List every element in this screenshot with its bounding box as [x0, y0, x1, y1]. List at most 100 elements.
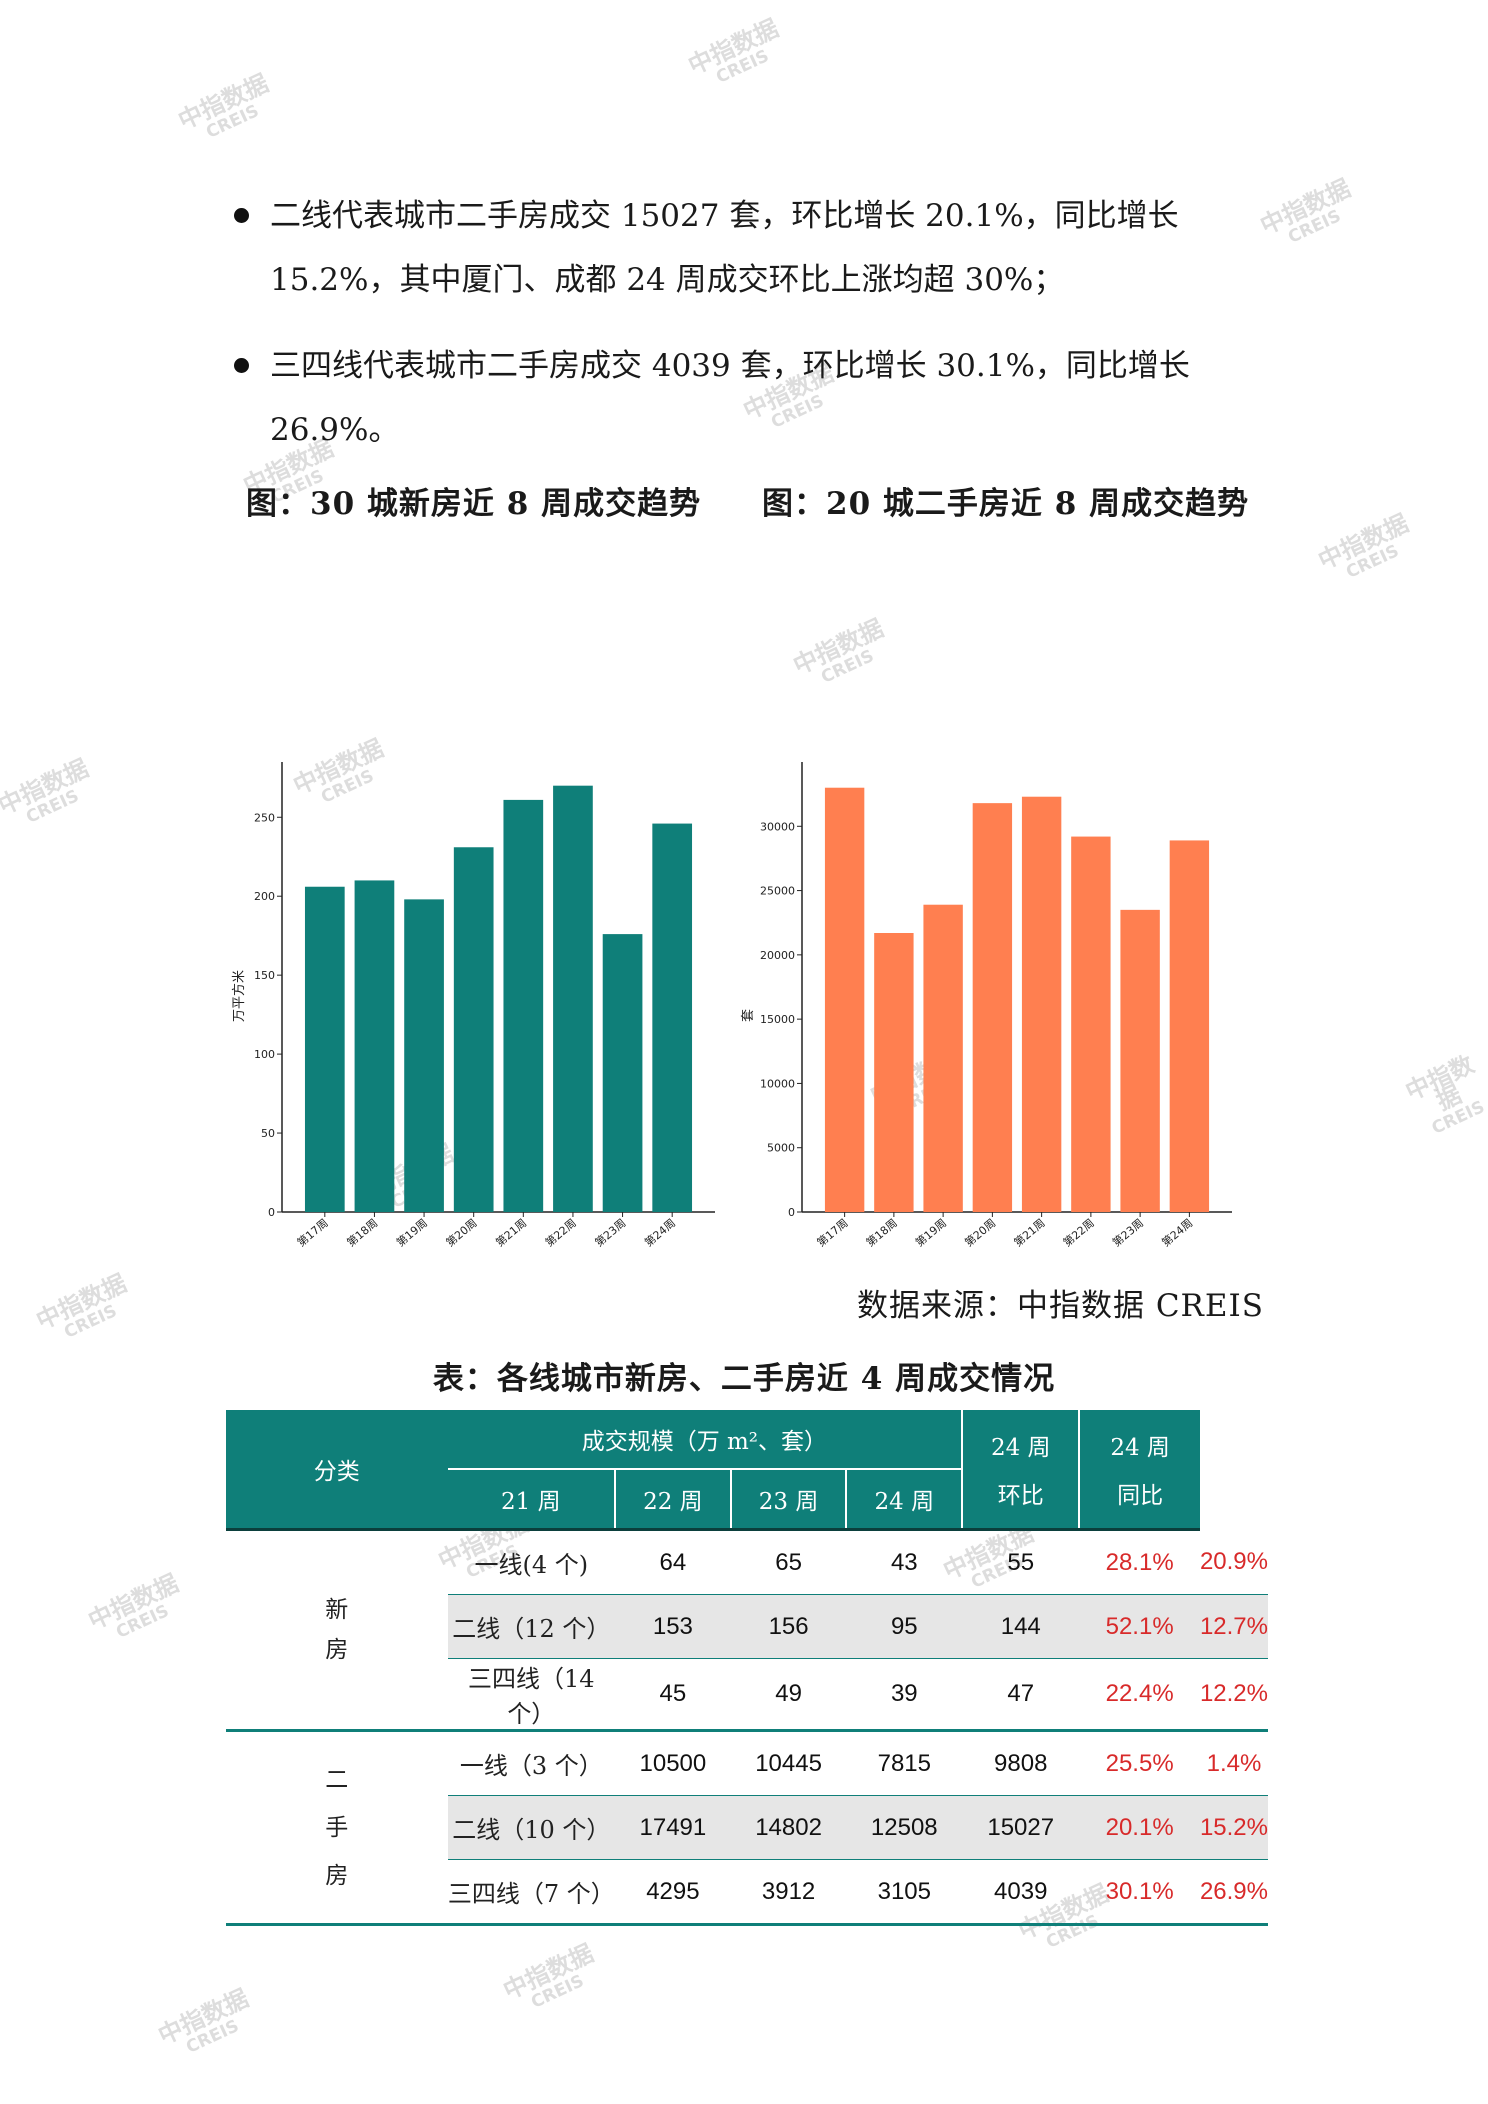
- value-cell: 156: [730, 1594, 847, 1659]
- x-tick-label: 第20周: [443, 1216, 480, 1250]
- row-category-label: 一线（3 个）: [447, 1729, 616, 1796]
- x-tick-label: 第22周: [542, 1216, 579, 1250]
- value-cell: 15027: [962, 1795, 1080, 1860]
- watermark-text: 中指数据: [683, 14, 783, 81]
- value-cell: 10445: [730, 1729, 847, 1796]
- x-tick-label: 第18周: [344, 1216, 381, 1250]
- bullet-text-line1: 三四线代表城市二手房成交 4039 套，环比增长 30.1%，同比增长: [270, 348, 1190, 384]
- x-tick-label: 第17周: [294, 1216, 331, 1250]
- x-tick-label: 第21周: [1011, 1216, 1048, 1250]
- value-cell: 144: [962, 1594, 1080, 1659]
- header-mom-label: 环比: [997, 1483, 1044, 1509]
- header-mom-week: 24 周: [990, 1435, 1051, 1461]
- yoy-cell: 20.9%: [1199, 1529, 1268, 1595]
- x-tick-label: 第22周: [1060, 1216, 1097, 1250]
- chart-bar: [304, 886, 345, 1212]
- table-row: 新房 一线(4 个) 64 65 43 55 28.1% 20.9%: [226, 1529, 1268, 1663]
- value-cell: 3912: [730, 1859, 847, 1926]
- x-tick-label: 第24周: [642, 1216, 679, 1250]
- table-row: 三四线（7 个） 4295 3912 3105 4039 30.1% 26.9%: [226, 1859, 1268, 1926]
- x-tick-label: 第21周: [493, 1216, 530, 1250]
- x-tick-label: 第23周: [1109, 1216, 1146, 1250]
- value-cell: 43: [846, 1529, 963, 1595]
- y-tick-label: 25000: [760, 885, 795, 898]
- group-label-char: 房: [325, 1862, 349, 1889]
- x-tick-label: 第18周: [863, 1216, 900, 1250]
- row-category-label: 三四线（14 个）: [468, 1665, 595, 1728]
- x-tick-label: 第23周: [592, 1216, 629, 1250]
- mom-cell: 30.1%: [1079, 1859, 1200, 1926]
- header-yoy: 24 周 同比: [1078, 1410, 1200, 1531]
- watermark-text-latin: CREIS: [113, 1601, 173, 1643]
- mom-cell: 52.1%: [1079, 1594, 1200, 1659]
- watermark-text: 中指数据: [1313, 509, 1413, 576]
- value-cell: 49: [775, 1680, 802, 1707]
- bullet-text-line2: 26.9%。: [270, 412, 400, 448]
- header-scale: 成交规模（万 m²、套）: [447, 1410, 963, 1470]
- bullet-dot-icon: [234, 208, 249, 223]
- data-source: 数据来源：中指数据 CREIS: [856, 1288, 1264, 1324]
- bullet-item-1: 二线代表城市二手房成交 15027 套，环比增长 20.1%，同比增长 15.2…: [230, 184, 1270, 312]
- mom-cell: 25.5%: [1079, 1729, 1200, 1796]
- row-category-label: 三四线（7 个）: [447, 1859, 616, 1926]
- y-axis-label: 万平方米: [231, 970, 247, 1022]
- group-label: 二手房: [226, 1729, 448, 1926]
- value-cell: 4295: [615, 1859, 731, 1926]
- chart-bar: [602, 934, 643, 1212]
- y-tick-label: 50: [261, 1127, 275, 1140]
- watermark-text-latin: CREIS: [61, 1301, 121, 1343]
- y-tick-label: 0: [788, 1206, 795, 1219]
- header-yoy-label: 同比: [1117, 1483, 1164, 1509]
- mom-cell: 28.1%: [1079, 1529, 1200, 1595]
- chart-bar: [824, 787, 865, 1212]
- header-mom: 24 周 环比: [961, 1410, 1080, 1531]
- chart-bar: [923, 904, 963, 1212]
- chart-bar: [503, 799, 544, 1212]
- table-row: 二线（10 个） 17491 14802 12508 15027 20.1% 15.2%: [226, 1795, 1268, 1860]
- header-week-21: 21 周: [447, 1469, 616, 1531]
- watermark-text-latin: CREIS: [183, 2016, 243, 2058]
- value-cell: 95: [846, 1594, 963, 1659]
- value-cell: 3105: [846, 1859, 963, 1926]
- row-category-label: 二线（12 个）: [447, 1594, 616, 1659]
- y-tick-label: 150: [254, 969, 275, 982]
- bullet-text-line2: 15.2%，其中厦门、成都 24 周成交环比上涨均超 30%；: [270, 262, 1065, 298]
- yoy-cell: 12.2%: [1199, 1680, 1268, 1707]
- value-cell: 10500: [615, 1729, 731, 1796]
- group-label-char: 手: [325, 1814, 349, 1841]
- header-week-22: 22 周: [614, 1469, 731, 1531]
- y-tick-label: 20000: [760, 949, 795, 962]
- chart-bar: [1169, 840, 1210, 1212]
- group-label-char: 新: [325, 1597, 349, 1623]
- value-cell: 47: [1007, 1680, 1035, 1707]
- y-tick-label: 5000: [767, 1142, 795, 1155]
- group-label-char: 房: [325, 1637, 349, 1663]
- watermark-text-latin: CREIS: [818, 646, 878, 688]
- watermark-text-latin: CREIS: [203, 101, 263, 143]
- y-tick-label: 250: [254, 811, 275, 824]
- chart-bar: [453, 847, 494, 1212]
- watermark-text-latin: CREIS: [1285, 206, 1345, 248]
- yoy-cell: 1.4%: [1199, 1729, 1268, 1796]
- header-week-23: 23 周: [729, 1469, 847, 1531]
- table-title: 表：各线城市新房、二手房近 4 周成交情况: [432, 1361, 1056, 1397]
- yoy-cell: 15.2%: [1199, 1795, 1268, 1860]
- figure-title-new-homes: 图：30 城新房近 8 周成交趋势: [246, 486, 702, 522]
- y-tick-label: 200: [254, 890, 275, 903]
- value-cell: 64: [615, 1529, 731, 1595]
- figure-title-resale-homes: 图：20 城二手房近 8 周成交趋势: [762, 486, 1250, 522]
- charts-figure: 050100150200250万平方米第17周 第18周 第19周 第20周 第21周第…: [231, 762, 1232, 1250]
- group-label: 新房: [226, 1530, 448, 1731]
- chart-bar: [874, 933, 914, 1212]
- mom-cell: 22.4%: [1105, 1680, 1174, 1707]
- x-tick-label: 第19周: [393, 1216, 430, 1250]
- table-row: 三四线（14 个） 45 49 39 47 22.4% 12.2%: [226, 1659, 1268, 1731]
- watermark-text: 中指数据: [173, 69, 273, 136]
- y-tick-label: 0: [268, 1206, 275, 1219]
